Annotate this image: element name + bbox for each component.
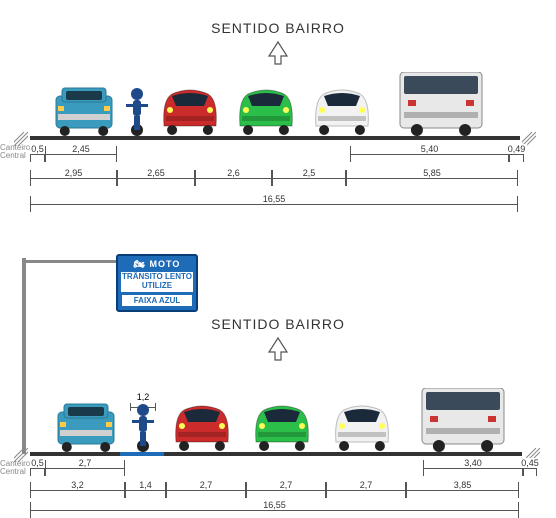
dim-label: 2,7: [358, 480, 375, 490]
dim-label: 2,7: [278, 480, 295, 490]
dim-label: 0,45: [519, 458, 541, 468]
dim-label: 3,2: [69, 480, 86, 490]
direction-title: SENTIDO BAIRRO: [211, 316, 345, 332]
dim-label: 1,4: [137, 480, 154, 490]
dim-seg: 16,55: [30, 502, 519, 518]
road-surface: [30, 136, 520, 140]
dim-label: 2,7: [198, 480, 215, 490]
dim-label: 16,55: [261, 500, 288, 510]
dim-row-top: 0,5 2,45 5,40 0,49: [0, 146, 556, 162]
dim-seg: 2,7: [45, 460, 125, 476]
dim-seg: 5,85: [346, 170, 518, 186]
dim-seg: 16,55: [30, 196, 518, 212]
dim-label: 3,40: [462, 458, 484, 468]
dim-seg: 0,49: [509, 146, 524, 162]
sign-line-bot: FAIXA AZUL: [121, 294, 193, 307]
dim-seg: 2,6: [195, 170, 272, 186]
dim-label: 2,6: [225, 168, 242, 178]
dim-seg: 2,95: [30, 170, 117, 186]
dim-row-bottom: 16,55: [0, 502, 556, 518]
dim-seg: 2,7: [246, 482, 326, 498]
dim-seg: 3,85: [406, 482, 519, 498]
dim-seg: 3,40: [423, 460, 523, 476]
dim-label: 3,85: [452, 480, 474, 490]
dim-seg: 2,5: [272, 170, 346, 186]
dim-label: 16,55: [261, 194, 288, 204]
blue-lane: [120, 452, 164, 456]
vehicles-row: [0, 78, 556, 136]
dim-seg: 2,7: [166, 482, 246, 498]
moto-sign: 🏍 MOTO TRÂNSITO LENTO UTILIZE FAIXA AZUL: [116, 254, 198, 312]
road-surface: [30, 452, 522, 456]
dim-row-top: 0,5 2,7 3,40 0,45: [0, 460, 556, 476]
dim-label: 2,95: [63, 168, 85, 178]
dim-label: 0,5: [29, 144, 46, 154]
dim-seg: 0,5: [30, 460, 45, 476]
dim-label: 2,65: [145, 168, 167, 178]
dim-seg: 0,5: [30, 146, 45, 162]
direction-title: SENTIDO BAIRRO: [211, 20, 345, 36]
dim-label: 2,5: [301, 168, 318, 178]
dim-seg: 5,40: [350, 146, 509, 162]
dim-label: 5,40: [419, 144, 441, 154]
arrow-up-icon: [265, 40, 291, 71]
vehicles-row: [0, 394, 556, 452]
dim-label: 2,45: [70, 144, 92, 154]
dim-label: 0,5: [29, 458, 46, 468]
dim-row-mid: 3,2 1,4 2,7 2,7 2,7 3,85: [0, 482, 556, 498]
dim-seg: 1,4: [125, 482, 166, 498]
dim-seg: 0,45: [523, 460, 537, 476]
dim-row-mid: 2,95 2,65 2,6 2,5 5,85: [0, 170, 556, 186]
dim-seg: 3,2: [30, 482, 125, 498]
dim-label: 0,49: [506, 144, 528, 154]
dim-seg: 2,45: [45, 146, 117, 162]
dim-seg: 2,7: [326, 482, 406, 498]
dim-label: 5,85: [421, 168, 443, 178]
arrow-up-icon: [265, 336, 291, 367]
dim-label: 2,7: [77, 458, 94, 468]
dim-row-bottom: 16,55: [0, 196, 556, 212]
dim-seg: 2,65: [117, 170, 195, 186]
sign-line-top: 🏍 MOTO: [121, 259, 193, 270]
sign-line-mid: TRÂNSITO LENTO UTILIZE: [121, 272, 193, 292]
